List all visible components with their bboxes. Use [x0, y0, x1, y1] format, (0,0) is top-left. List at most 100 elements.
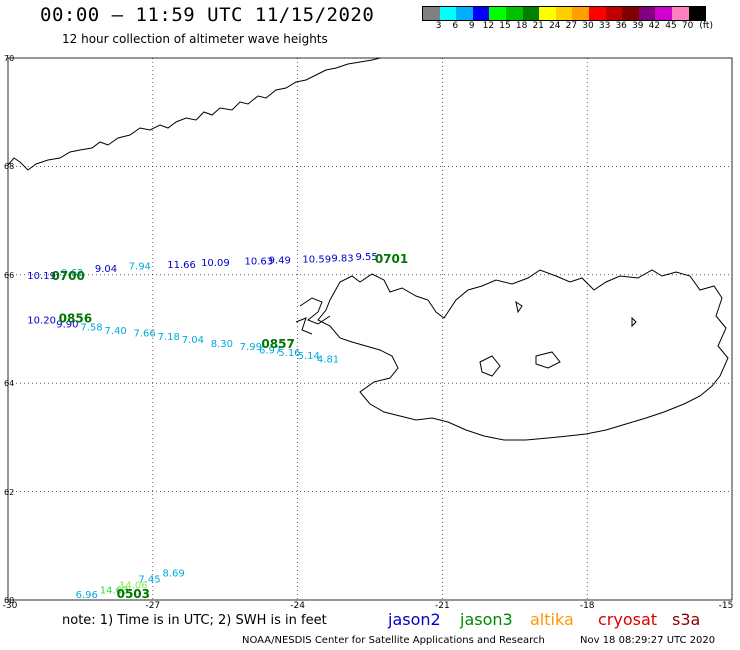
longitude-label: -24 — [290, 601, 305, 611]
color-scale-label: 18 — [515, 21, 528, 31]
legend-jason2: jason2 — [388, 610, 441, 629]
wave-height-label: 10.09 — [201, 258, 230, 269]
latitude-label: 68 — [4, 162, 15, 172]
wave-height-label: 4.81 — [317, 355, 339, 366]
pass-time-label: 0856 — [59, 311, 92, 325]
graticule — [7, 57, 733, 601]
color-scale-label: 9 — [468, 21, 475, 31]
wave-height-label: 7.58 — [80, 323, 102, 334]
color-swatch — [539, 7, 556, 20]
wave-height-label: 10.19 — [27, 271, 56, 282]
wave-height-label: 7.66 — [133, 329, 155, 340]
wave-height-label: 8.69 — [162, 569, 184, 580]
pass-time-label: 0503 — [117, 587, 150, 601]
altimeter-tracks: 10.19 9.62 9.04 7.94 11.66 10.09 10.639.49 10.5… — [27, 252, 377, 601]
legend-altika: altika — [530, 610, 574, 629]
wave-height-label: 10.63 — [245, 257, 274, 268]
wave-height-label: 14.06 — [119, 581, 148, 592]
wave-height-label: 7.99 — [240, 342, 262, 353]
color-scale-label: 42 — [648, 21, 661, 31]
color-swatch — [572, 7, 589, 20]
pass-time-label: 0857 — [261, 337, 294, 351]
legend-s3a: s3a — [672, 610, 701, 629]
color-swatch — [638, 7, 656, 20]
color-swatch — [688, 7, 706, 20]
latitude-label: 70 — [4, 54, 15, 63]
color-swatch — [472, 7, 490, 20]
time-markers: 0700 0701 0856 0857 0503 — [51, 252, 408, 601]
longitude-label: -15 — [718, 601, 734, 611]
color-scale-label: 39 — [632, 21, 644, 31]
iceland-westfjords — [295, 297, 331, 335]
pass-time-label: 0700 — [51, 269, 84, 283]
longitude-label: -27 — [145, 601, 161, 611]
legend-cryosat: cryosat — [598, 610, 658, 629]
longitude-label: -30 — [2, 601, 18, 611]
wave-height-label: 7.94 — [129, 261, 151, 272]
latitude-label: 64 — [4, 379, 15, 389]
color-scale-label: 24 — [549, 21, 561, 31]
wave-height-label: 7.04 — [182, 335, 204, 346]
map-title: 00:00 – 11:59 UTC 11/15/2020 — [40, 4, 375, 26]
color-swatch — [622, 7, 639, 20]
wave-height-label: 10.59 — [302, 254, 331, 265]
wave-height-label: 9.04 — [95, 264, 117, 275]
wave-height-label: 9.55 — [356, 252, 378, 263]
wave-height-label: 7.18 — [158, 332, 180, 343]
color-scale-unit: (ft) — [699, 21, 713, 31]
longitude-label: -21 — [435, 601, 450, 611]
color-swatch — [439, 7, 457, 20]
color-scale-bar — [422, 6, 707, 21]
wave-height-label: 5.14 — [298, 351, 320, 362]
wave-height-label: 10.20 — [27, 316, 56, 327]
color-scale-label: 36 — [615, 21, 627, 31]
color-swatch — [456, 7, 473, 20]
wave-height-label: 9.62 — [61, 268, 83, 279]
wave-height-label: 8.30 — [211, 339, 233, 350]
color-swatch — [423, 7, 440, 20]
color-scale-label: 30 — [582, 21, 594, 31]
legend-jason3: jason3 — [460, 610, 513, 629]
iceland-coastline — [317, 269, 729, 441]
latitude-label: 62 — [4, 487, 15, 497]
color-scale-label: 27 — [565, 21, 578, 31]
color-swatch — [555, 7, 573, 20]
color-scale-label: 21 — [532, 21, 544, 31]
pass-time-label: 0701 — [375, 252, 408, 266]
longitude-label: -18 — [579, 601, 595, 611]
generated-timestamp: Nov 18 08:29:27 UTC 2020 — [580, 635, 716, 646]
color-scale-label: 6 — [452, 21, 459, 31]
credit-text: NOAA/NESDIS Center for Satellite Applica… — [242, 635, 545, 646]
wave-height-label: 7.40 — [105, 326, 127, 337]
wave-height-label: 9.49 — [269, 255, 291, 266]
wave-height-label: 7.45 — [138, 575, 160, 586]
color-swatch — [522, 7, 540, 20]
wave-height-label: 5.16 — [278, 348, 300, 359]
wave-height-label: 9.90 — [56, 319, 78, 330]
wave-height-label: 6.97 — [259, 345, 281, 356]
greenland-coastline — [7, 57, 381, 171]
plot-frame — [7, 57, 733, 601]
latitude-label: 66 — [4, 270, 15, 280]
color-scale-label: 3 — [435, 21, 442, 31]
color-swatch — [655, 7, 672, 20]
color-swatch — [605, 7, 623, 20]
footer-note: note: 1) Time is in UTC; 2) SWH is in fe… — [62, 613, 327, 628]
wave-height-label: 6.96 — [76, 590, 98, 601]
color-swatch — [588, 7, 606, 20]
color-scale-label: 70 — [681, 21, 694, 31]
color-scale-label: 15 — [499, 21, 511, 31]
color-scale-label: 12 — [482, 21, 495, 31]
wave-height-label: 14.63 — [100, 585, 129, 596]
latitude-label: 60 — [4, 596, 15, 605]
color-scale-label: 45 — [665, 21, 677, 31]
color-swatch — [505, 7, 523, 20]
color-swatch — [489, 7, 506, 20]
wave-height-label: 9.83 — [331, 253, 353, 264]
iceland-lake — [479, 300, 637, 377]
wave-height-label: 11.66 — [167, 260, 196, 271]
map-subtitle: 12 hour collection of altimeter wave hei… — [62, 32, 328, 46]
color-swatch — [671, 7, 689, 20]
color-scale-label: 33 — [598, 21, 611, 31]
